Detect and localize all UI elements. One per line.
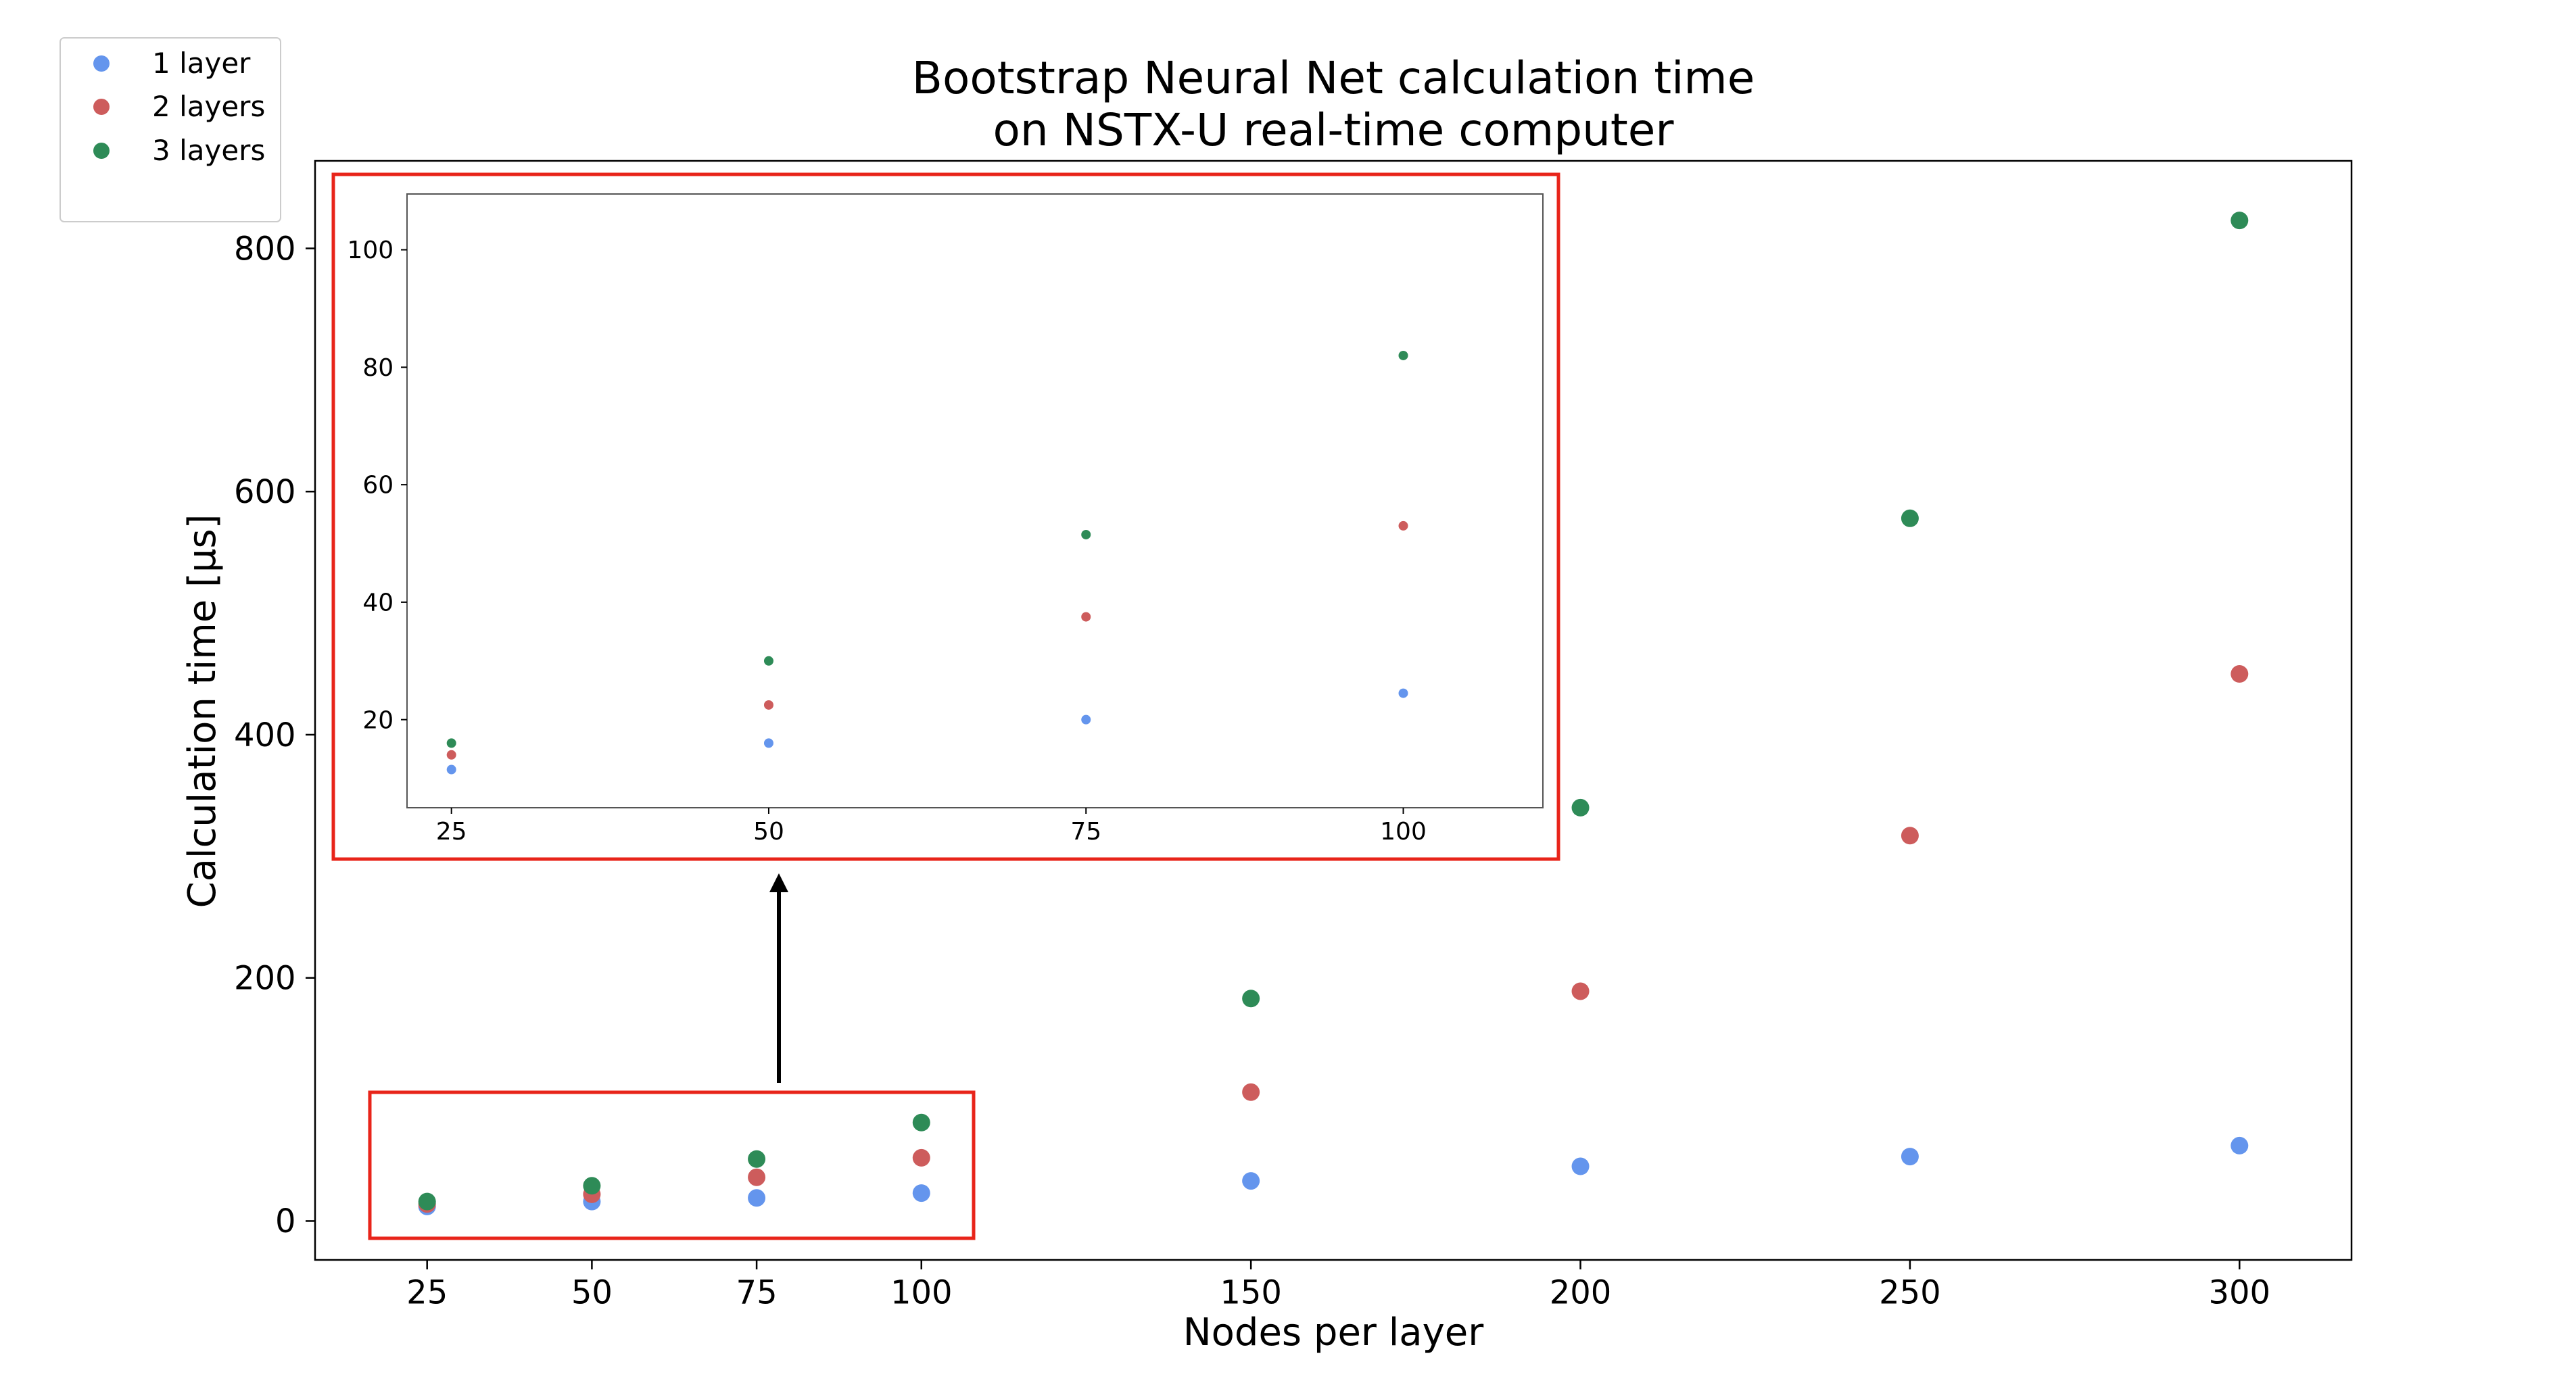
legend-label-3-layers: 3 layers <box>152 134 265 167</box>
main-point-1-layer <box>1571 1157 1590 1175</box>
chart-title-line: on NSTX-U real-time computer <box>993 104 1674 156</box>
main-point-1-layer <box>1901 1148 1919 1166</box>
zoom-region-box <box>368 1090 976 1240</box>
inset-point-1-layer <box>446 764 456 775</box>
chart-title: Bootstrap Neural Net calculation time on … <box>912 52 1755 156</box>
main-point-2-layers <box>1571 982 1590 1000</box>
main-point-3-layers <box>1242 990 1260 1008</box>
main-scatter-points <box>418 212 2249 1215</box>
inset-plot-frame <box>406 193 1544 808</box>
chart-title-line: Bootstrap Neural Net calculation time <box>912 52 1755 104</box>
main-point-1-layer <box>748 1189 766 1207</box>
main-point-3-layers <box>748 1150 766 1168</box>
inset-point-3-layers <box>763 656 773 666</box>
main-x-tick-label: 25 <box>406 1273 448 1311</box>
inset-point-3-layers <box>446 738 456 748</box>
legend-marker-2-layers <box>93 99 110 115</box>
zoom-arrow-head <box>769 873 788 892</box>
main-point-3-layers <box>418 1192 436 1211</box>
inset-y-tick-label: 60 <box>362 472 393 500</box>
main-x-tick-label: 75 <box>736 1273 778 1311</box>
inset-scatter-points <box>446 350 1408 775</box>
inset-point-3-layers <box>1398 350 1408 360</box>
main-point-3-layers <box>1901 509 1919 527</box>
inset-y-tick-label: 80 <box>362 354 393 382</box>
main-y-tick-label: 400 <box>234 716 296 754</box>
main-x-tick-label: 150 <box>1220 1273 1282 1311</box>
legend-marker-1-layer <box>93 55 110 72</box>
main-point-3-layers <box>2231 212 2249 230</box>
main-point-2-layers <box>748 1168 766 1186</box>
main-point-1-layer <box>912 1184 930 1202</box>
main-point-3-layers <box>912 1113 930 1132</box>
legend-box <box>59 37 281 222</box>
inset-callout-box <box>331 172 1560 861</box>
inset-y-tick-label: 40 <box>362 589 393 616</box>
main-y-tick-label: 600 <box>234 473 296 511</box>
main-plot-frame <box>314 160 2353 1261</box>
inset-x-tick-label: 25 <box>436 818 467 846</box>
main-point-2-layers <box>1901 827 1919 845</box>
inset-x-tick-label: 50 <box>753 818 784 846</box>
inset-point-1-layer <box>1081 714 1091 725</box>
main-x-tick-label: 100 <box>890 1273 953 1311</box>
main-x-tick-label: 300 <box>2208 1273 2270 1311</box>
main-axis-ticks: 25 50 75 100 150 200 250 300 0 200 400 600 800 <box>234 230 2270 1311</box>
inset-x-tick-label: 75 <box>1070 818 1101 846</box>
inset-point-2-layers <box>1398 520 1408 531</box>
main-y-tick-label: 200 <box>234 960 296 998</box>
inset-point-1-layer <box>1398 688 1408 698</box>
main-x-tick-label: 250 <box>1879 1273 1941 1311</box>
main-point-1-layer <box>2231 1136 2249 1154</box>
legend-marker-3-layers <box>93 143 110 159</box>
y-axis-label: Calculation time [μs] <box>181 514 224 908</box>
inset-point-1-layer <box>763 738 773 748</box>
legend-label-2-layers: 2 layers <box>152 90 265 123</box>
main-y-tick-label: 800 <box>234 230 296 268</box>
main-point-1-layer <box>1242 1172 1260 1190</box>
main-x-tick-label: 50 <box>571 1273 613 1311</box>
inset-point-2-layers <box>1081 612 1091 622</box>
x-axis-label: Nodes per layer <box>1183 1311 1484 1355</box>
main-point-2-layers <box>1242 1083 1260 1101</box>
main-y-tick-label: 0 <box>275 1202 296 1240</box>
inset-x-tick-label: 100 <box>1380 818 1427 846</box>
legend: 1 layer 2 layers 3 layers <box>59 37 281 222</box>
main-point-2-layers <box>2231 665 2249 683</box>
inset-point-2-layers <box>763 700 773 710</box>
legend-label-1-layer: 1 layer <box>152 47 251 80</box>
main-point-2-layers <box>912 1148 930 1167</box>
main-x-tick-label: 200 <box>1550 1273 1612 1311</box>
inset-point-3-layers <box>1081 529 1091 539</box>
inset-y-tick-label: 100 <box>347 237 393 264</box>
main-point-3-layers <box>583 1177 601 1195</box>
inset-point-2-layers <box>446 750 456 760</box>
inset-y-tick-label: 20 <box>362 706 393 734</box>
main-point-3-layers <box>1571 798 1590 817</box>
inset-axis-ticks: 25 50 75 100 20 40 60 80 100 <box>347 237 1426 846</box>
